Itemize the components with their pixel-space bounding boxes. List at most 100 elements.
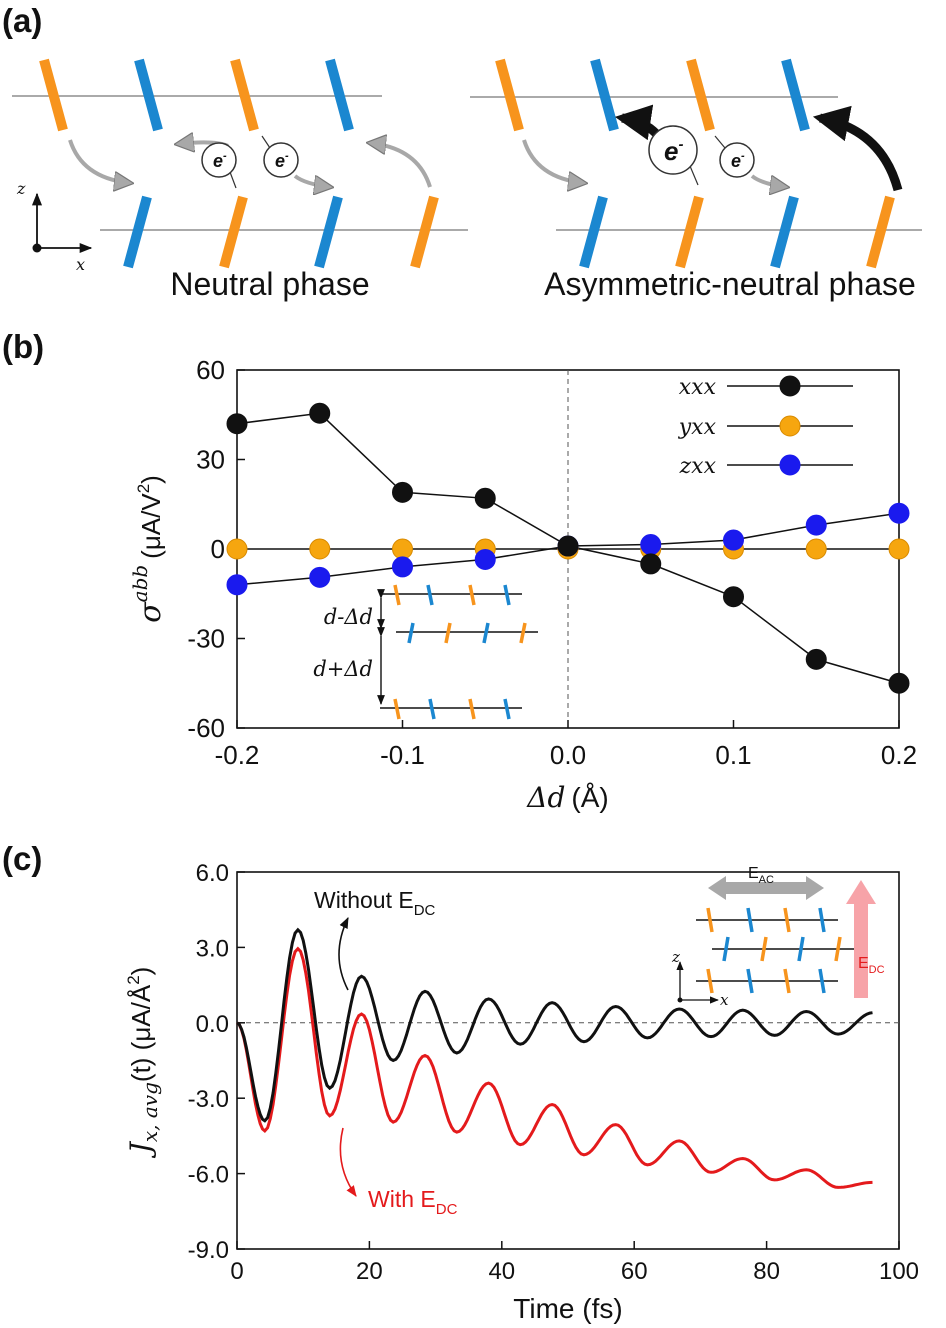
x-tick-label: 60 [621,1258,648,1285]
electron-circle [719,142,755,178]
transfer-arrow [370,143,432,188]
molecule-orange [866,195,895,269]
data-point-zxx [888,502,910,524]
electron-circle [201,142,237,178]
electron-symbol: e- [731,150,745,171]
y-axis-label: σabb(μA/V2) [128,475,168,623]
y-tick-label: -9.0 [188,1237,229,1264]
y-tick-label: 30 [196,445,225,475]
molecule-orange [410,195,439,269]
x-tick-label: 0.2 [881,740,917,770]
data-point-yxx [888,538,910,560]
axis-indicator [31,192,93,254]
field-inset: EAC EDC z x [671,865,885,1009]
electron-circle-large [648,125,698,175]
molecule-orange [39,58,68,132]
molecule-orange [219,195,248,269]
series-line-with-edc [236,946,873,1189]
electron-symbol: e- [664,136,683,166]
y-tick-label: -3.0 [188,1086,229,1113]
y-tick-label: 6.0 [196,860,229,887]
legend-label-zxx: zxx [679,454,717,479]
y-axis-label: Jx, avg(t) (μA/Å2) [124,967,162,1159]
x-tick-label: -0.2 [215,740,260,770]
x-tick-label: -0.1 [380,740,425,770]
x-axis-label: Time (fs) [513,1293,622,1324]
data-point-yxx [226,538,248,560]
x-tick-label: 40 [488,1258,515,1285]
annotation-with-edc: With EDC [368,1186,458,1218]
inset-label-top: d-Δd [324,605,373,629]
annotation-without-edc: Without EDC [314,887,436,919]
panel-label-c: (c) [2,840,42,877]
x-tick-label: 20 [356,1258,383,1285]
transfer-arrow [293,174,330,187]
current-chart: 0 20 40 60 80 100 6.0 3.0 0.0 -3.0 -6.0 -9.0 [188,860,919,1285]
sigma-chart-axes: σabb(μA/V2) Δd (Å) [128,475,609,814]
y-tick-label: 3.0 [196,935,229,962]
transfer-arrow-strong [812,105,903,192]
data-point-zxx [392,556,413,578]
series-line-without-edc [236,927,873,1123]
connector [689,165,699,186]
x-tick-label: 100 [879,1258,919,1285]
eac-label: EAC [748,865,774,886]
connector [714,135,726,149]
edc-label: EDC [858,955,885,976]
x-tick-label: 0.1 [715,740,751,770]
molecule-orange [686,58,715,132]
molecule-blue [579,195,608,269]
data-point-yxx [392,538,413,560]
inset-label-bottom: d+Δd [313,657,373,681]
plot-frame [236,871,900,1250]
legend-marker-zxx [779,454,801,476]
molecule-blue [770,195,799,269]
neutral-phase-schematic: e- e- z x Neutral phase [12,58,468,302]
molecule-blue [123,195,152,269]
annotation-arrow-without [338,916,349,991]
molecule-blue [325,58,354,132]
y-tick-label: 60 [196,355,225,385]
data-point-zxx [805,514,827,536]
connector [261,135,271,149]
molecule-blue [781,58,810,132]
transfer-arrow [750,174,786,187]
data-point-xxx [640,553,662,575]
data-point-zxx [723,529,744,551]
data-point-xxx [474,487,496,509]
data-point-zxx [640,534,662,556]
neutral-phase-caption: Neutral phase [170,266,369,302]
data-point-xxx [805,648,827,670]
molecule-blue [590,58,619,132]
legend-marker-xxx [779,375,801,397]
edc-arrow [846,880,876,998]
axis-x-label: x [76,255,85,274]
legend-label-xxx: xxx [679,375,717,400]
molecule-orange [230,58,259,132]
data-point-xxx [723,586,744,608]
data-point-yxx [805,538,827,560]
data-point-xxx [888,672,910,694]
data-point-zxx [309,566,331,588]
inset-axis-x: x [720,991,729,1009]
molecule-blue [314,195,343,269]
y-tick-label: 0.0 [196,1011,229,1038]
legend-marker-yxx [779,415,801,437]
transfer-arrow [522,139,584,183]
eac-arrow [708,876,824,900]
layer-spacing-inset: d-Δd d+Δd [313,584,538,720]
axis-z-label: z [16,179,26,198]
x-axis-label: Δd (Å) [526,781,608,814]
y-tick-label: 0 [211,534,225,564]
y-tick-label: -6.0 [188,1162,229,1189]
data-point-xxx [392,481,413,503]
sigma-chart: -0.2 -0.1 0.0 0.1 0.2 60 30 0 -30 -60 xxx yxx zxx [187,355,917,770]
molecule-orange [495,58,524,132]
data-point-xxx [557,535,579,557]
panel-label-a: (a) [2,2,42,39]
x-tick-label: 80 [753,1258,780,1285]
data-point-xxx [226,413,248,435]
data-point-zxx [226,574,248,596]
transfer-arrow [68,139,130,183]
